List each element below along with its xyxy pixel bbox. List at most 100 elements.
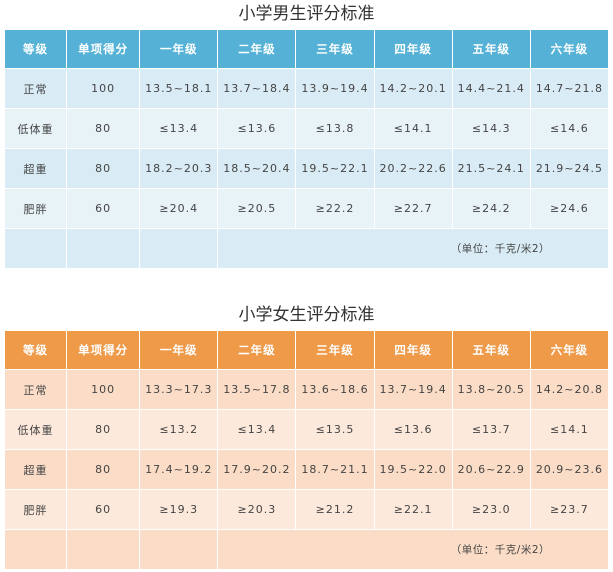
table-row: 正常 100 13.5~18.1 13.7~18.4 13.9~19.4 14.… [5, 69, 608, 108]
table-header-row: 等级 单项得分 一年级 二年级 三年级 四年级 五年级 六年级 [5, 331, 608, 369]
table-cell: 80 [67, 450, 140, 489]
girls-section: 小学女生评分标准 [0, 301, 613, 329]
table-cell: ≥22.1 [374, 490, 452, 529]
column-header: 单项得分 [67, 30, 140, 68]
table-cell: 14.4~21.4 [452, 69, 530, 108]
table-cell: 20.2~22.6 [374, 149, 452, 188]
table-row: 肥胖 60 ≥20.4 ≥20.5 ≥22.2 ≥22.7 ≥24.2 ≥24.… [5, 189, 608, 228]
table-cell: 80 [67, 109, 140, 148]
table-cell: ≤13.4 [140, 109, 218, 148]
table-row: 超重 80 18.2~20.3 18.5~20.4 19.5~22.1 20.2… [5, 149, 608, 188]
table-cell: ≥20.3 [218, 490, 296, 529]
table-cell: 21.5~24.1 [452, 149, 530, 188]
table-cell: 60 [67, 189, 140, 228]
table-cell: ≤13.8 [296, 109, 374, 148]
table-cell: ≤13.7 [452, 410, 530, 449]
table-cell [140, 229, 218, 268]
table-cell: 13.7~19.4 [374, 370, 452, 409]
table-cell: 19.5~22.1 [296, 149, 374, 188]
table-row: 肥胖 60 ≥19.3 ≥20.3 ≥21.2 ≥22.1 ≥23.0 ≥23.… [5, 490, 608, 529]
table-cell: 14.2~20.1 [374, 69, 452, 108]
table-cell: 100 [67, 69, 140, 108]
table-row: 低体重 80 ≤13.4 ≤13.6 ≤13.8 ≤14.1 ≤14.3 ≤14… [5, 109, 608, 148]
table-cell: 13.8~20.5 [452, 370, 530, 409]
table-cell: ≤13.4 [218, 410, 296, 449]
column-header: 三年级 [296, 30, 374, 68]
table-cell: 肥胖 [5, 490, 67, 529]
table-cell: ≥19.3 [140, 490, 218, 529]
column-header: 五年级 [452, 331, 530, 369]
table-cell: 20.9~23.6 [530, 450, 608, 489]
table-cell: ≥24.6 [530, 189, 608, 228]
table-cell [140, 530, 218, 569]
table-cell: 低体重 [5, 109, 67, 148]
table-cell: ≤13.5 [296, 410, 374, 449]
table-note-row: （单位：千克/米2） [5, 229, 608, 268]
table-cell: 13.7~18.4 [218, 69, 296, 108]
table-cell: 14.7~21.8 [530, 69, 608, 108]
table-row: 低体重 80 ≤13.2 ≤13.4 ≤13.5 ≤13.6 ≤13.7 ≤14… [5, 410, 608, 449]
table-cell: 正常 [5, 69, 67, 108]
column-header: 等级 [5, 30, 67, 68]
boys-table-title: 小学男生评分标准 [238, 4, 375, 24]
table-cell: 60 [67, 490, 140, 529]
table-cell: ≤13.6 [374, 410, 452, 449]
table-cell: ≥22.7 [374, 189, 452, 228]
table-cell: ≥23.0 [452, 490, 530, 529]
table-row: 超重 80 17.4~19.2 17.9~20.2 18.7~21.1 19.5… [5, 450, 608, 489]
table-cell: 13.3~17.3 [140, 370, 218, 409]
table-cell [5, 229, 67, 268]
table-cell: 80 [67, 410, 140, 449]
table-cell [67, 229, 140, 268]
column-header: 等级 [5, 331, 67, 369]
boys-section: 小学男生评分标准 [0, 0, 613, 28]
table-cell: 100 [67, 370, 140, 409]
table-cell: ≥23.7 [530, 490, 608, 529]
table-cell: ≤14.3 [452, 109, 530, 148]
column-header: 六年级 [530, 30, 608, 68]
table-cell: 18.5~20.4 [218, 149, 296, 188]
boys-score-table: 等级 单项得分 一年级 二年级 三年级 四年级 五年级 六年级 正常 100 1… [4, 29, 609, 269]
table-cell: 13.5~17.8 [218, 370, 296, 409]
column-header: 五年级 [452, 30, 530, 68]
table-cell: 17.9~20.2 [218, 450, 296, 489]
girls-score-table: 等级 单项得分 一年级 二年级 三年级 四年级 五年级 六年级 正常 100 1… [4, 330, 609, 570]
table-cell: 13.6~18.6 [296, 370, 374, 409]
girls-table-title: 小学女生评分标准 [238, 305, 375, 325]
table-cell: 80 [67, 149, 140, 188]
table-cell [67, 530, 140, 569]
table-cell: 肥胖 [5, 189, 67, 228]
column-header: 三年级 [296, 331, 374, 369]
unit-note: （单位：千克/米2） [218, 530, 608, 569]
column-header: 四年级 [374, 30, 452, 68]
table-cell: ≥24.2 [452, 189, 530, 228]
column-header: 二年级 [218, 30, 296, 68]
table-cell [5, 530, 67, 569]
table-cell: ≥20.4 [140, 189, 218, 228]
table-cell: 20.6~22.9 [452, 450, 530, 489]
column-header: 单项得分 [67, 331, 140, 369]
table-cell: 21.9~24.5 [530, 149, 608, 188]
table-cell: ≤13.2 [140, 410, 218, 449]
table-cell: 18.7~21.1 [296, 450, 374, 489]
table-cell: ≤14.1 [374, 109, 452, 148]
table-cell: 超重 [5, 450, 67, 489]
table-cell: 19.5~22.0 [374, 450, 452, 489]
table-header-row: 等级 单项得分 一年级 二年级 三年级 四年级 五年级 六年级 [5, 30, 608, 68]
table-cell: ≤14.1 [530, 410, 608, 449]
column-header: 四年级 [374, 331, 452, 369]
column-header: 一年级 [140, 331, 218, 369]
table-cell: 低体重 [5, 410, 67, 449]
column-header: 六年级 [530, 331, 608, 369]
table-cell: ≥22.2 [296, 189, 374, 228]
table-cell: ≥20.5 [218, 189, 296, 228]
table-note-row: （单位：千克/米2） [5, 530, 608, 569]
column-header: 二年级 [218, 331, 296, 369]
table-cell: ≤13.6 [218, 109, 296, 148]
unit-note: （单位：千克/米2） [218, 229, 608, 268]
table-row: 正常 100 13.3~17.3 13.5~17.8 13.6~18.6 13.… [5, 370, 608, 409]
table-cell: 18.2~20.3 [140, 149, 218, 188]
column-header: 一年级 [140, 30, 218, 68]
table-cell: 正常 [5, 370, 67, 409]
table-cell: ≥21.2 [296, 490, 374, 529]
